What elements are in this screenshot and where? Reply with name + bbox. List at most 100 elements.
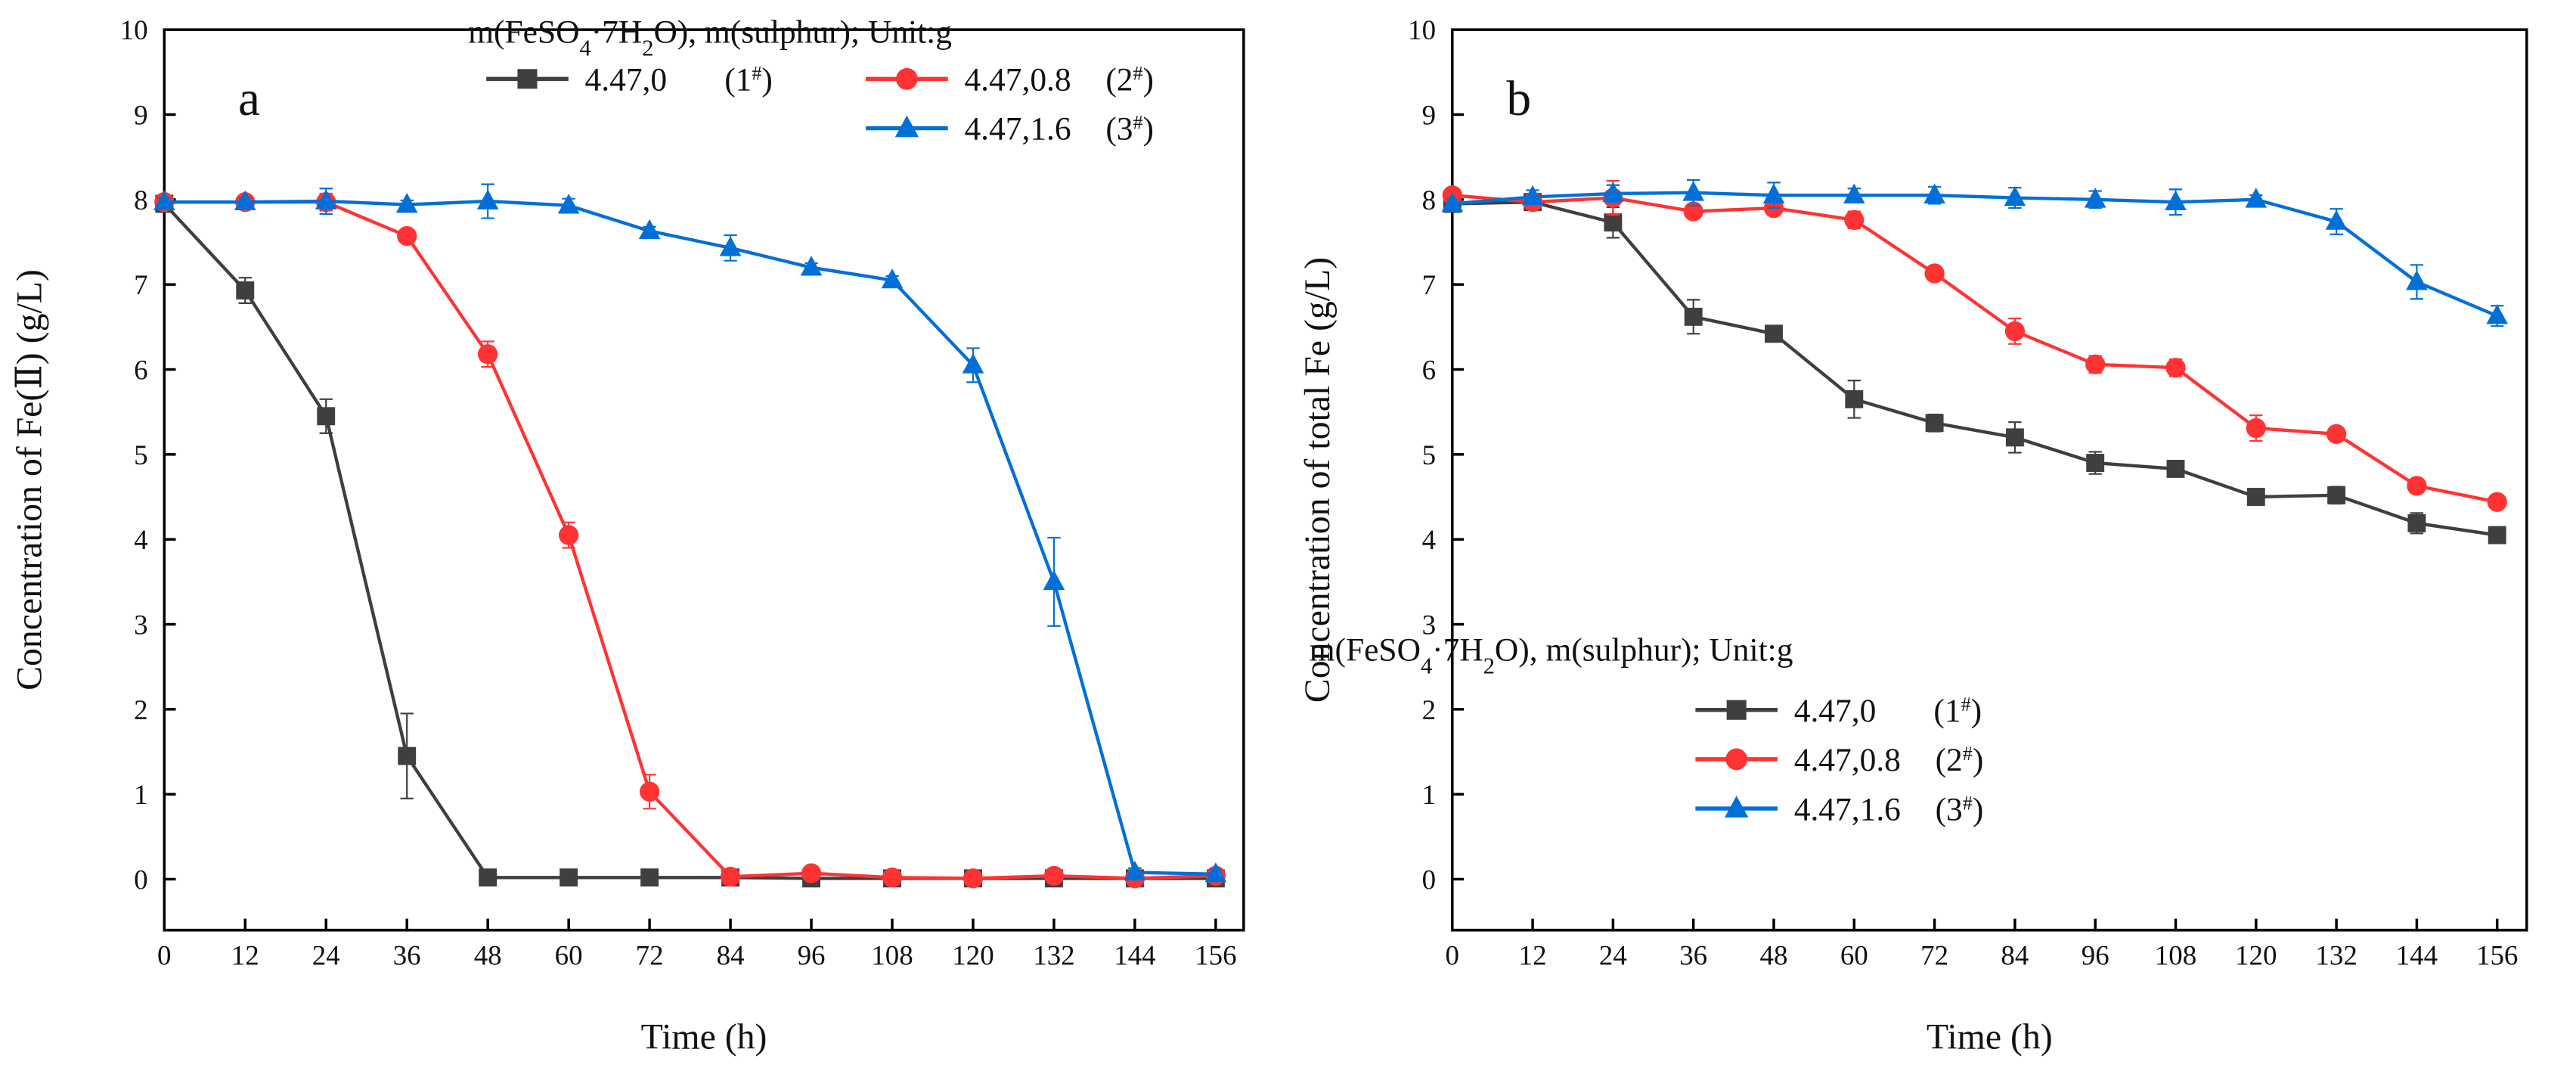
x-tick-label: 36 <box>1679 940 1707 971</box>
legend-label: 4.47,0 <box>585 62 668 98</box>
legend-title-part: m(FeSO <box>468 14 579 51</box>
data-point <box>2327 486 2346 504</box>
x-tick-label: 96 <box>2082 940 2109 971</box>
y-tick-label: 8 <box>1422 185 1436 216</box>
y-tick-label: 4 <box>1422 524 1436 555</box>
data-point <box>2166 459 2185 478</box>
data-point <box>719 236 742 256</box>
data-point <box>2165 190 2187 210</box>
legend-entry-1: 4.47,0 (1#) <box>486 62 773 98</box>
legend-tag: (1#) <box>1933 693 1982 729</box>
x-tick-label: 60 <box>1840 940 1868 971</box>
series-line <box>1452 200 2498 537</box>
legend-label: 4.47,1.6 <box>1794 791 1901 827</box>
x-tick-label: 12 <box>1519 940 1547 971</box>
legend-marker <box>517 69 538 89</box>
data-point <box>963 868 984 889</box>
data-point <box>1682 181 1705 201</box>
data-point <box>479 868 498 887</box>
data-point <box>639 781 660 802</box>
series-line <box>164 200 1216 880</box>
data-point <box>2004 186 2026 206</box>
x-axis-title: Time (h) <box>1927 1016 2053 1057</box>
x-tick-label: 96 <box>798 940 826 971</box>
x-tick-label: 108 <box>871 940 913 971</box>
data-point <box>558 525 579 545</box>
data-point <box>1521 185 1544 206</box>
data-point <box>397 225 417 247</box>
y-tick-label: 7 <box>1422 269 1436 300</box>
data-point <box>2486 304 2509 324</box>
y-tick-label: 2 <box>1422 694 1436 725</box>
legend-tag-close: ) <box>1971 693 1982 729</box>
y-tick-label: 3 <box>134 610 147 641</box>
data-point <box>1844 209 1865 230</box>
panel-label: a <box>238 72 260 126</box>
x-tick-label: 144 <box>1114 940 1155 971</box>
legend-tag-sup: # <box>1133 111 1143 133</box>
series-3 <box>153 183 1227 883</box>
data-point <box>2487 492 2507 512</box>
data-point <box>1683 201 1703 222</box>
series-line <box>163 202 1216 880</box>
data-point <box>2084 188 2106 208</box>
legend-entry-3: 4.47,1.6 (3#) <box>1695 791 1983 827</box>
legend-tag-close: ) <box>1143 62 1154 98</box>
legend-tag-sup: # <box>1133 62 1143 84</box>
legend-tag: (2#) <box>1105 62 1154 98</box>
legend-title-part: ·7H <box>591 14 643 51</box>
y-tick-label: 10 <box>1408 14 1436 45</box>
legend-entry-2: 4.47,0.8 (2#) <box>1695 742 1983 778</box>
series-2 <box>1442 180 2507 512</box>
data-point <box>1604 213 1623 232</box>
data-point <box>720 867 741 887</box>
y-axis-title: Concentration of total Fe (g/L) <box>1297 257 1338 703</box>
data-point <box>2406 270 2428 290</box>
data-point <box>1602 182 1624 202</box>
data-point <box>560 868 578 887</box>
data-point <box>2085 354 2106 374</box>
x-tick-label: 84 <box>717 940 745 971</box>
x-tick-label: 48 <box>474 940 502 971</box>
y-tick-label: 8 <box>134 185 147 216</box>
legend-label: 4.47,0.8 <box>964 62 1071 98</box>
data-point <box>640 868 659 887</box>
plot-frame <box>1451 28 2528 932</box>
x-tick-label: 24 <box>312 940 340 971</box>
data-point <box>2165 358 2186 378</box>
legend-tag-open: (3 <box>1105 111 1133 147</box>
data-point <box>881 268 904 289</box>
data-point <box>1845 389 1864 408</box>
series-line <box>1452 191 2498 318</box>
data-point <box>398 746 417 765</box>
panel-label: b <box>1506 72 1531 126</box>
data-point <box>476 189 499 209</box>
x-tick-label: 156 <box>1195 940 1236 971</box>
x-tick-label: 36 <box>393 940 421 971</box>
y-tick-label: 0 <box>134 864 147 895</box>
data-point <box>236 281 255 299</box>
legend-title-part: 4 <box>579 36 591 61</box>
legend: m(FeSO4·7H2O), m(sulphur); Unit:g4.47,0(… <box>468 14 1154 147</box>
y-axis-title: Concentration of Fe(Ⅱ) (g/L) <box>9 269 49 690</box>
y-tick-label: 1 <box>134 779 147 810</box>
y-tick-label: 5 <box>1422 439 1436 470</box>
x-axis-title: Time (h) <box>641 1016 767 1057</box>
x-tick-label: 132 <box>2315 940 2357 971</box>
y-tick-label: 10 <box>120 14 148 45</box>
data-point <box>2245 188 2268 208</box>
x-tick-label: 24 <box>1599 940 1627 971</box>
y-tick-label: 1 <box>1422 779 1436 810</box>
data-point <box>638 219 661 240</box>
data-point <box>1043 865 1065 886</box>
data-point <box>1924 263 1945 284</box>
data-point <box>2086 454 2105 473</box>
x-tick-label: 0 <box>1446 940 1459 971</box>
series-1 <box>1443 193 2506 545</box>
y-tick-label: 6 <box>1422 355 1436 386</box>
data-point <box>1204 862 1227 883</box>
data-point <box>1684 307 1703 326</box>
legend-title-part: ·7H <box>1432 632 1483 669</box>
legend-tag-sup: # <box>1963 792 1973 814</box>
